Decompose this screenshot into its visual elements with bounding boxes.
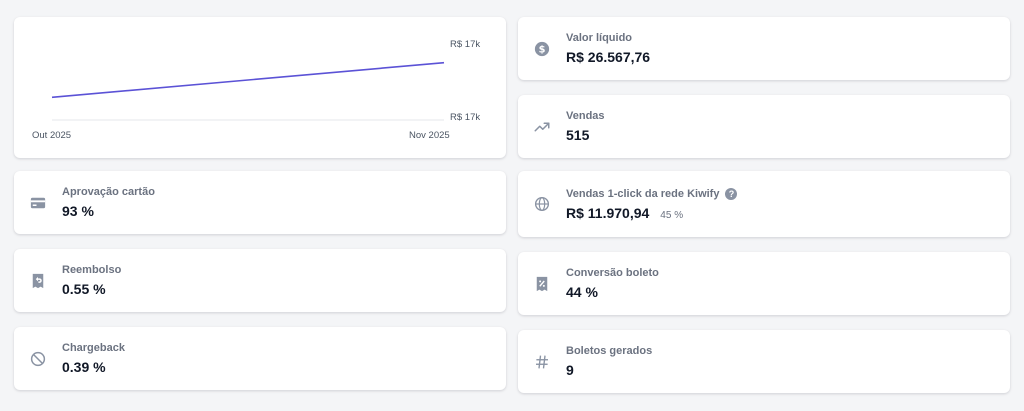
card-chargeback-rate: Chargeback 0.39 % xyxy=(14,327,506,390)
card-boleto-conversion: Conversão boleto 44 % xyxy=(518,252,1010,315)
card-value: 0.39 % xyxy=(62,359,106,375)
card-label: Conversão boleto xyxy=(566,267,659,279)
card-value: 9 xyxy=(566,362,574,378)
chart-x-tick-label: Out 2025 xyxy=(32,130,71,141)
card-label-row: Vendas 1-click da rede Kiwify ? xyxy=(566,187,738,200)
card-label: Chargeback xyxy=(62,342,125,354)
trending-up-icon xyxy=(533,118,551,136)
receipt-tax-icon xyxy=(533,275,551,293)
card-label: Vendas 1-click da rede Kiwify xyxy=(566,187,720,200)
help-icon[interactable]: ? xyxy=(725,187,738,200)
card-percentage: 45 % xyxy=(660,209,684,221)
card-value: 0.55 % xyxy=(62,281,106,297)
card-label: Boletos gerados xyxy=(566,345,653,357)
card-label: Reembolso xyxy=(62,264,122,276)
card-value: 93 % xyxy=(62,203,94,219)
card-value: 44 % xyxy=(566,284,598,300)
card-value-row: R$ 11.970,94 45 % xyxy=(566,205,737,221)
chart-y-tick-label: R$ 17k xyxy=(450,112,480,123)
credit-card-icon xyxy=(29,194,47,212)
globe-icon xyxy=(533,195,551,213)
card-value: R$ 26.567,76 xyxy=(566,49,651,65)
card-label: Aprovação cartão xyxy=(62,186,155,198)
card-refund-rate: Reembolso 0.55 % xyxy=(14,249,506,312)
card-value: R$ 11.970,94 xyxy=(566,204,650,221)
receipt-refund-icon xyxy=(29,272,47,290)
chart-x-tick-label: Nov 2025 xyxy=(409,130,450,141)
currency-dollar-icon: $ xyxy=(533,40,551,58)
chart-y-tick-label: R$ 17k xyxy=(450,39,480,50)
card-net-value: $ Valor líquido R$ 26.567,76 xyxy=(518,17,1010,80)
card-one-click-sales: Vendas 1-click da rede Kiwify ? R$ 11.97… xyxy=(518,171,1010,237)
card-sales-count: Vendas 515 xyxy=(518,95,1010,158)
sales-line-chart: R$ 17k R$ 17k Out 2025 Nov 2025 xyxy=(32,39,480,141)
card-label: Vendas xyxy=(566,110,605,122)
card-boletos-generated: Boletos gerados 9 xyxy=(518,330,1010,393)
sales-chart-card: R$ 17k R$ 17k Out 2025 Nov 2025 xyxy=(14,17,506,158)
chart-series-line xyxy=(51,61,445,99)
ban-icon xyxy=(29,350,47,368)
card-value: 515 xyxy=(566,127,590,143)
svg-text:$: $ xyxy=(539,44,546,55)
card-label: Valor líquido xyxy=(566,32,633,44)
card-approval-rate: Aprovação cartão 93 % xyxy=(14,171,506,234)
hashtag-icon xyxy=(533,353,551,371)
